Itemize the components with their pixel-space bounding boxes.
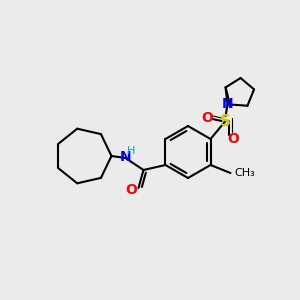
Text: CH₃: CH₃ [235, 168, 255, 178]
Text: O: O [228, 132, 239, 146]
Text: O: O [125, 183, 137, 197]
Text: H: H [127, 146, 136, 156]
Text: O: O [202, 111, 214, 125]
Text: N: N [222, 97, 233, 111]
Text: N: N [120, 150, 131, 164]
Text: S: S [220, 113, 231, 128]
